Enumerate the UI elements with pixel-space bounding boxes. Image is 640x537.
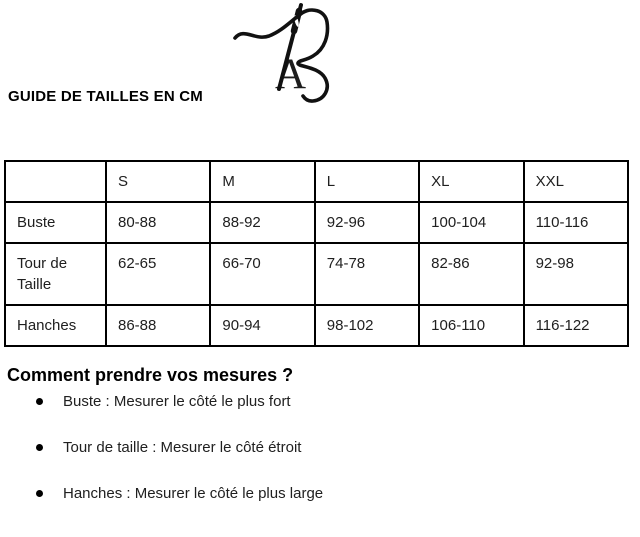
- measure-instructions-list: Buste : Mesurer le côté le plus fort Tou…: [36, 393, 323, 531]
- size-column-header: XL: [418, 160, 525, 203]
- row-label: Tour de Taille: [4, 242, 107, 306]
- size-table: S M L XL XXL Buste 80-88 88-92 92-96 100…: [4, 160, 630, 347]
- list-item: Hanches : Mesurer le côté le plus large: [36, 485, 323, 503]
- thread-curve: [233, 8, 330, 103]
- table-cell: 98-102: [313, 304, 421, 347]
- table-cell: 80-88: [104, 201, 212, 244]
- bullet-icon: [36, 490, 43, 497]
- table-cell: 110-116: [522, 201, 630, 244]
- size-column-header: S: [104, 160, 212, 203]
- list-item-text: Buste : Mesurer le côté le plus fort: [63, 393, 291, 410]
- size-table-header-row: S M L XL XXL: [4, 160, 630, 203]
- table-cell: 62-65: [104, 242, 212, 306]
- bullet-icon: [36, 398, 43, 405]
- logo-letter: A: [275, 51, 306, 98]
- table-row-buste: Buste 80-88 88-92 92-96 100-104 110-116: [4, 201, 630, 244]
- needle-and-thread-logo-icon: A: [233, 3, 330, 103]
- size-column-header: XXL: [522, 160, 630, 203]
- row-label: Buste: [4, 201, 107, 244]
- page-title: GUIDE DE TAILLES EN CM: [8, 88, 203, 105]
- list-item: Tour de taille : Mesurer le côté étroit: [36, 439, 323, 457]
- table-cell: 82-86: [418, 242, 525, 306]
- table-cell: 92-98: [522, 242, 630, 306]
- table-cell: 92-96: [313, 201, 421, 244]
- table-row-hanches: Hanches 86-88 90-94 98-102 106-110 116-1…: [4, 304, 630, 347]
- table-cell: 100-104: [418, 201, 525, 244]
- list-item-text: Hanches : Mesurer le côté le plus large: [63, 485, 324, 502]
- size-column-header: L: [313, 160, 421, 203]
- measure-section-heading: Comment prendre vos mesures ?: [7, 365, 294, 385]
- table-cell: 106-110: [418, 304, 525, 347]
- list-item: Buste : Mesurer le côté le plus fort: [36, 393, 323, 411]
- table-cell: 74-78: [313, 242, 421, 306]
- table-cell: 90-94: [209, 304, 316, 347]
- size-table-corner-cell: [4, 160, 107, 203]
- row-label: Hanches: [4, 304, 107, 347]
- list-item-text: Tour de taille : Mesurer le côté étroit: [63, 439, 302, 456]
- table-row-tour-de-taille: Tour de Taille 62-65 66-70 74-78 82-86 9…: [4, 242, 630, 306]
- table-cell: 116-122: [522, 304, 630, 347]
- table-cell: 66-70: [209, 242, 316, 306]
- bullet-icon: [36, 444, 43, 451]
- size-column-header: M: [209, 160, 316, 203]
- table-cell: 86-88: [104, 304, 212, 347]
- table-cell: 88-92: [209, 201, 316, 244]
